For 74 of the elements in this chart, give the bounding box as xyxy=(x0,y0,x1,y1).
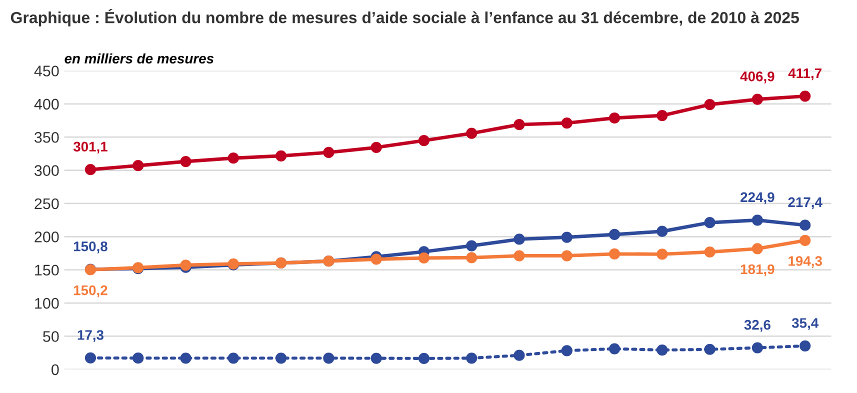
point xyxy=(466,240,478,252)
chart-title: Graphique : Évolution du nombre de mesures d’aide sociale à l’enfance au 31 décembre, de 2010 à 2025 xyxy=(10,8,799,26)
point xyxy=(466,128,478,139)
point xyxy=(656,110,668,122)
point xyxy=(418,135,430,146)
point xyxy=(418,252,430,264)
point xyxy=(608,228,620,240)
data-label: 150,2 xyxy=(74,285,108,298)
point xyxy=(228,152,239,164)
point xyxy=(84,164,96,176)
point xyxy=(275,150,287,162)
point xyxy=(514,119,525,130)
data-label: 35,4 xyxy=(792,318,819,330)
point xyxy=(514,250,525,262)
data-label: 150,8 xyxy=(74,241,108,254)
point xyxy=(514,234,525,245)
data-label: 406,9 xyxy=(740,71,774,84)
y-tick-label: 200 xyxy=(34,232,59,242)
point xyxy=(752,214,764,226)
text: en milliers de mesures xyxy=(64,53,214,64)
point xyxy=(132,160,144,172)
point xyxy=(704,344,716,355)
point xyxy=(704,98,716,110)
point xyxy=(323,146,334,158)
point xyxy=(84,352,96,364)
data-label: 181,9 xyxy=(740,264,774,276)
data-label: 224,9 xyxy=(740,192,774,204)
point xyxy=(561,232,572,243)
data-label: 217,4 xyxy=(788,197,822,210)
data-label: 411,7 xyxy=(788,68,822,80)
y-tick-label: 450 xyxy=(34,66,59,76)
data-label: 17,3 xyxy=(78,330,104,342)
point xyxy=(752,94,764,105)
point xyxy=(800,220,811,231)
point xyxy=(656,344,668,356)
point xyxy=(608,343,620,354)
y-tick-label: 0 xyxy=(52,364,59,376)
point xyxy=(180,352,192,364)
point xyxy=(466,352,478,364)
data-label: 301,1 xyxy=(73,142,108,154)
y-tick-label: 50 xyxy=(43,331,59,342)
data-label: 32,6 xyxy=(744,320,770,332)
point xyxy=(370,352,382,364)
point xyxy=(514,350,525,361)
point xyxy=(608,112,620,124)
point xyxy=(656,226,668,237)
point xyxy=(800,234,811,246)
y-tick-label: 350 xyxy=(34,132,59,143)
point xyxy=(466,252,478,264)
point xyxy=(752,342,764,354)
point xyxy=(323,352,334,364)
point xyxy=(561,345,572,356)
point xyxy=(656,248,668,260)
point xyxy=(561,117,572,129)
point xyxy=(228,352,239,364)
point xyxy=(561,250,572,262)
point xyxy=(752,243,764,254)
point xyxy=(275,352,287,364)
point xyxy=(704,217,716,228)
point xyxy=(180,156,192,168)
point xyxy=(370,142,382,154)
point xyxy=(800,90,811,102)
point xyxy=(132,352,144,364)
point xyxy=(608,248,620,260)
point xyxy=(704,246,716,258)
y-tick-label: 100 xyxy=(35,298,59,309)
point xyxy=(418,352,430,364)
point xyxy=(800,340,811,352)
y-tick-label: 250 xyxy=(34,198,59,210)
y-tick-label: 150 xyxy=(35,264,59,276)
y-tick-label: 300 xyxy=(34,165,59,176)
data-label: 194,3 xyxy=(788,256,822,268)
y-tick-label: 400 xyxy=(34,98,59,110)
point xyxy=(370,254,382,265)
